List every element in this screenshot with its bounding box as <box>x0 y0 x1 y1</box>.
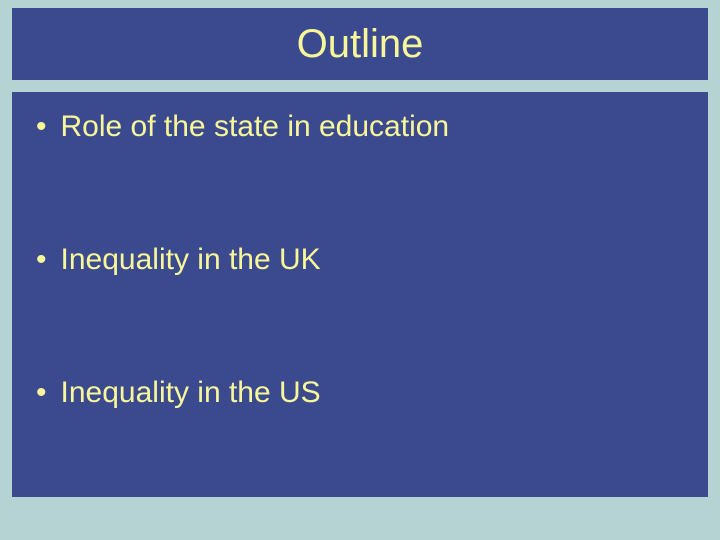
slide-title: Outline <box>297 22 424 67</box>
bullet-list: • Role of the state in education • Inequ… <box>36 110 684 479</box>
bullet-dot-icon: • <box>36 243 47 276</box>
bullet-item: • Role of the state in education <box>36 110 684 143</box>
bullet-item: • Inequality in the UK <box>36 243 684 276</box>
bullet-dot-icon: • <box>36 110 47 143</box>
bullet-dot-icon: • <box>36 376 47 409</box>
content-block: • Role of the state in education • Inequ… <box>12 92 708 497</box>
bullet-item: • Inequality in the US <box>36 376 684 409</box>
bullet-text: Role of the state in education <box>61 110 450 143</box>
title-block: Outline <box>12 8 708 80</box>
bullet-text: Inequality in the UK <box>61 243 321 276</box>
bullet-text: Inequality in the US <box>61 376 321 409</box>
